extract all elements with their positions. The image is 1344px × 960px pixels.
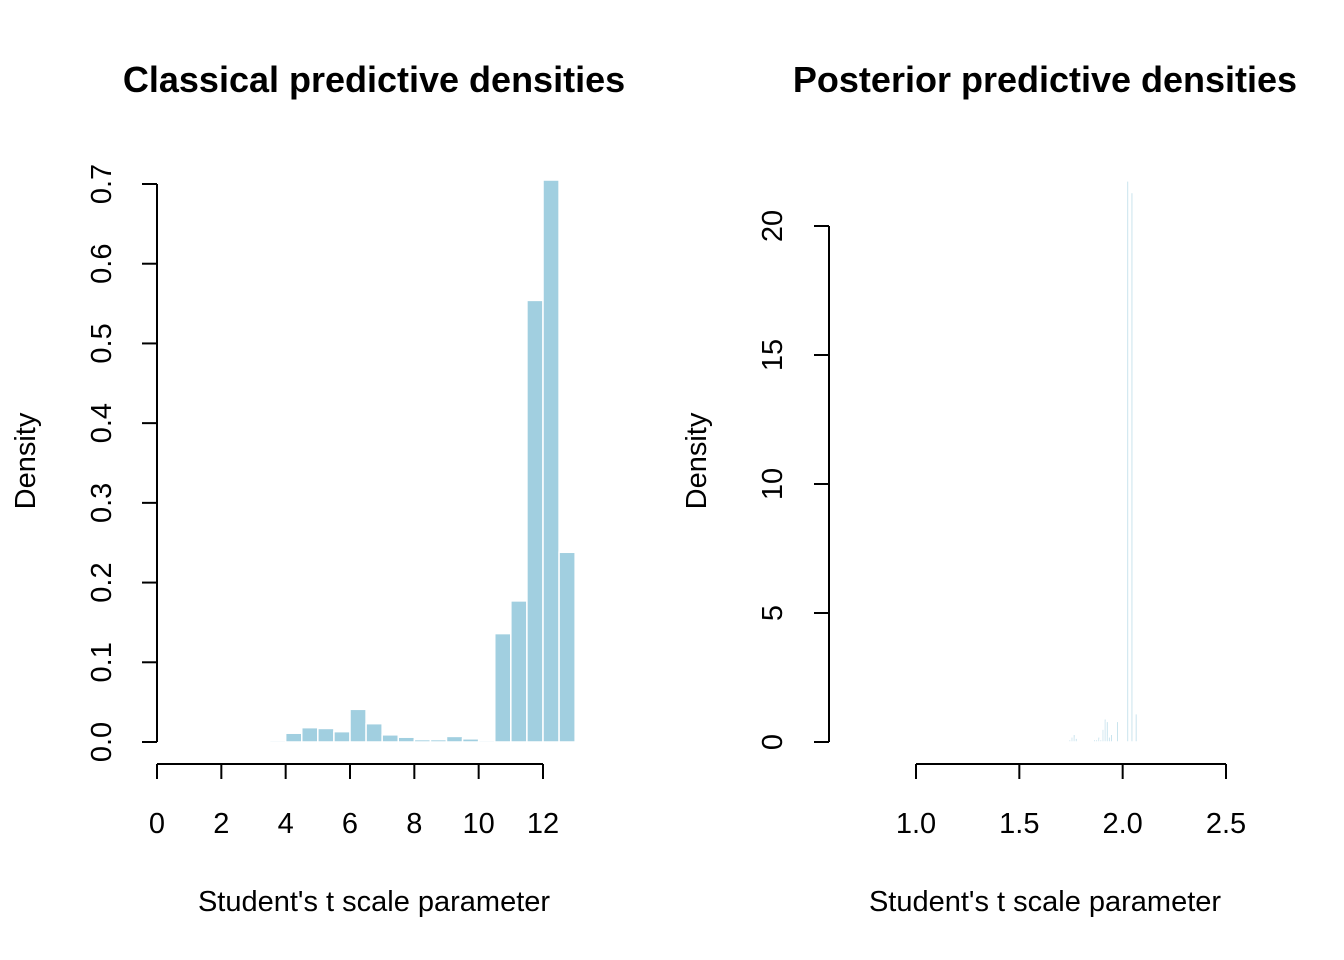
histogram-bar (1115, 720, 1120, 743)
histogram-bar (542, 179, 560, 743)
histogram-bar (1076, 739, 1081, 743)
x-tick-label: 1.5 (999, 808, 1039, 840)
histogram-bar (349, 708, 367, 743)
histogram-bar (365, 722, 383, 743)
histogram-bar (397, 736, 416, 743)
x-tick-label: 12 (527, 808, 559, 840)
y-tick-label: 0 (757, 734, 789, 750)
histogram-bar (1126, 180, 1130, 743)
x-axis: 1.0 1.5 2.0 2.5 (896, 763, 1246, 840)
y-axis: 0 5 10 15 20 (757, 210, 830, 750)
x-tick-label: 10 (463, 808, 495, 840)
x-tick-label: 2 (213, 808, 229, 840)
classical-density-panel: Classical predictive densities Student's… (10, 59, 625, 918)
chart-title: Posterior predictive densities (793, 59, 1297, 100)
y-axis-label: Density (681, 412, 713, 509)
histogram-bars (1047, 180, 1138, 743)
histogram-bar (284, 732, 303, 743)
y-tick-label: 0.4 (86, 403, 118, 443)
y-tick-label: 0.6 (86, 244, 118, 284)
x-tick-label: 2.0 (1103, 808, 1143, 840)
histogram-bar (1130, 191, 1134, 743)
histogram-bar (526, 299, 544, 743)
histogram-bar (510, 600, 528, 743)
y-tick-label: 0.2 (86, 562, 118, 602)
x-tick-label: 4 (278, 808, 294, 840)
histogram-bar (268, 739, 287, 743)
x-axis: 0 2 4 6 8 10 12 (149, 763, 559, 840)
y-tick-label: 20 (757, 210, 789, 242)
histogram-bar (1047, 739, 1052, 743)
histogram-bar (252, 740, 271, 743)
x-tick-label: 2.5 (1206, 808, 1246, 840)
histogram-bar (429, 738, 448, 743)
x-tick-label: 0 (149, 808, 165, 840)
histogram-bar (301, 726, 319, 743)
x-tick-label: 8 (406, 808, 422, 840)
y-axis: 0.0 0.1 0.2 0.3 0.4 0.5 0.6 0.7 (86, 164, 158, 762)
histogram-bar (381, 734, 399, 743)
y-tick-label: 0.1 (86, 642, 118, 682)
y-tick-label: 0.5 (86, 323, 118, 363)
x-axis-label: Student's t scale parameter (198, 886, 550, 918)
histogram-bar (1105, 720, 1109, 743)
histogram-bar (494, 632, 512, 743)
histogram-bar (333, 730, 351, 743)
y-tick-label: 15 (757, 339, 789, 371)
histogram-bar (317, 727, 335, 743)
y-tick-label: 0.3 (86, 483, 118, 523)
histogram-bar (445, 735, 464, 743)
histogram-bar (1109, 733, 1114, 743)
posterior-density-panel: Posterior predictive densities Student's… (681, 59, 1297, 918)
histogram-bar (477, 739, 496, 743)
histogram-bar (461, 738, 480, 743)
y-tick-label: 5 (757, 605, 789, 621)
chart-title: Classical predictive densities (123, 59, 625, 100)
y-tick-label: 0.0 (86, 722, 118, 762)
histogram-bar (1134, 712, 1138, 743)
x-tick-label: 1.0 (896, 808, 936, 840)
histogram-bar (413, 738, 432, 743)
y-axis-label: Density (10, 412, 42, 509)
histogram-bar (558, 551, 576, 743)
y-tick-label: 10 (757, 468, 789, 500)
x-axis-label: Student's t scale parameter (869, 886, 1221, 918)
histogram-bars (252, 179, 576, 743)
x-tick-label: 6 (342, 808, 358, 840)
y-tick-label: 0.7 (86, 164, 118, 204)
